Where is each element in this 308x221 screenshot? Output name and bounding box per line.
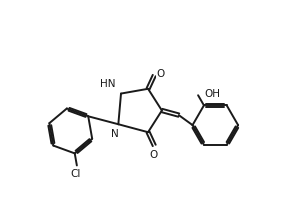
Text: Cl: Cl: [70, 169, 81, 179]
Text: OH: OH: [205, 89, 221, 99]
Text: N: N: [111, 130, 119, 139]
Text: HN: HN: [100, 79, 116, 89]
Text: O: O: [149, 150, 158, 160]
Text: O: O: [156, 69, 165, 79]
